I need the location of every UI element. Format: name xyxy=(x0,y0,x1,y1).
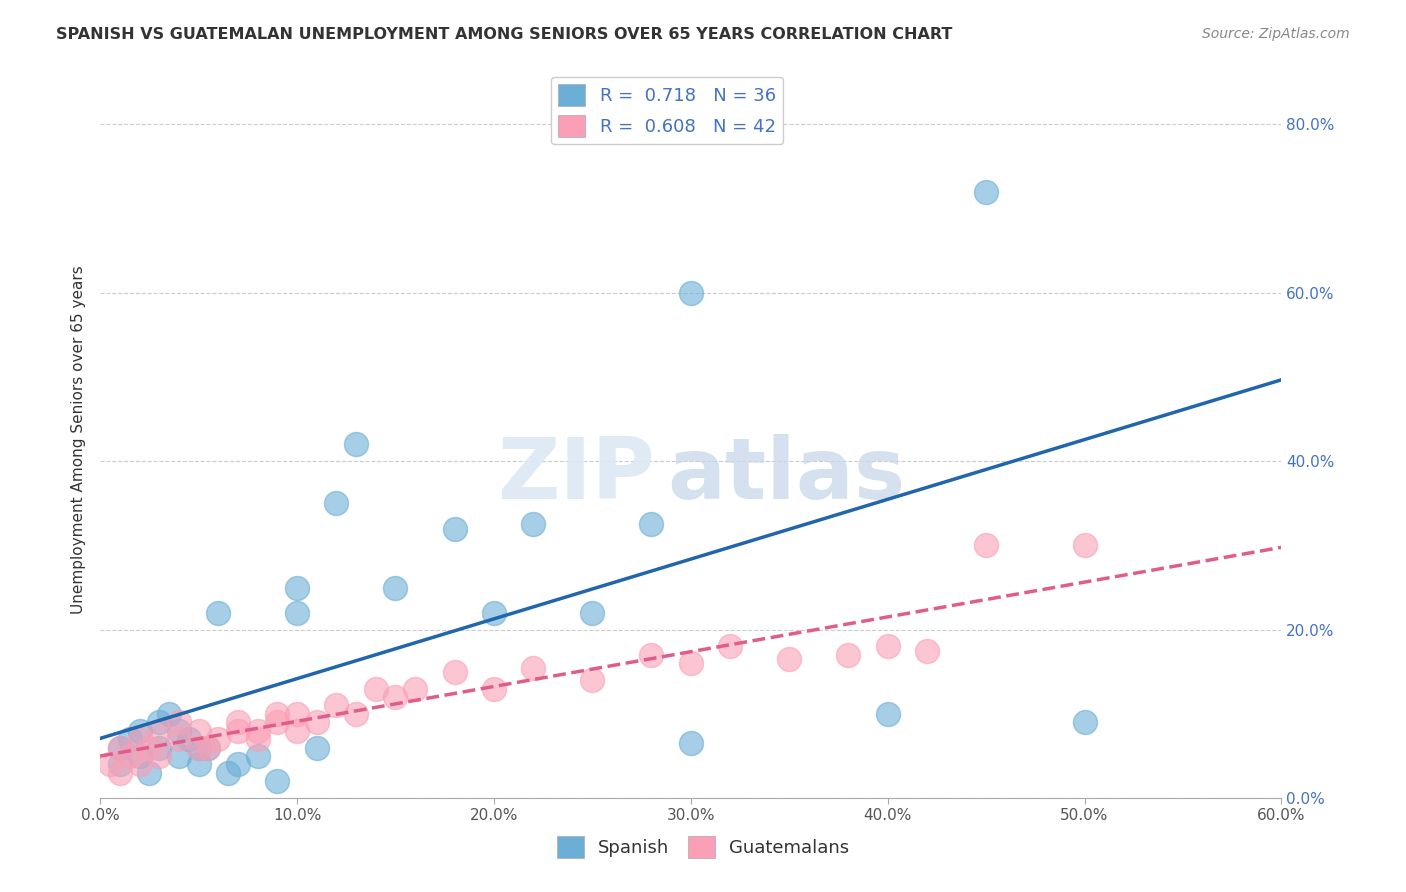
Legend: Spanish, Guatemalans: Spanish, Guatemalans xyxy=(550,829,856,865)
Point xyxy=(266,706,288,721)
Point xyxy=(915,643,938,657)
Point xyxy=(167,715,190,730)
Point xyxy=(364,681,387,696)
Point xyxy=(1073,538,1095,552)
Point xyxy=(108,740,131,755)
Point xyxy=(1073,715,1095,730)
Point xyxy=(640,648,662,662)
Point xyxy=(187,740,209,755)
Point xyxy=(974,185,997,199)
Point xyxy=(778,652,800,666)
Point xyxy=(581,606,603,620)
Point xyxy=(128,723,150,738)
Point xyxy=(285,706,308,721)
Point xyxy=(167,748,190,763)
Point xyxy=(266,715,288,730)
Text: SPANISH VS GUATEMALAN UNEMPLOYMENT AMONG SENIORS OVER 65 YEARS CORRELATION CHART: SPANISH VS GUATEMALAN UNEMPLOYMENT AMONG… xyxy=(56,27,953,42)
Point xyxy=(207,606,229,620)
Point xyxy=(187,757,209,772)
Point xyxy=(522,517,544,532)
Point xyxy=(167,732,190,747)
Point xyxy=(148,740,170,755)
Point xyxy=(404,681,426,696)
Point xyxy=(876,706,898,721)
Point xyxy=(157,706,180,721)
Point xyxy=(108,740,131,755)
Point xyxy=(384,581,406,595)
Point xyxy=(98,757,121,772)
Point xyxy=(679,736,702,750)
Point xyxy=(246,723,269,738)
Point xyxy=(325,496,347,510)
Point xyxy=(325,698,347,713)
Point xyxy=(187,740,209,755)
Point xyxy=(581,673,603,687)
Point xyxy=(443,665,465,679)
Point xyxy=(148,723,170,738)
Point xyxy=(344,437,367,451)
Point xyxy=(482,681,505,696)
Point xyxy=(177,732,200,747)
Point xyxy=(384,690,406,704)
Legend: R =  0.718   N = 36, R =  0.608   N = 42: R = 0.718 N = 36, R = 0.608 N = 42 xyxy=(551,77,783,145)
Point xyxy=(197,740,219,755)
Point xyxy=(305,715,328,730)
Point xyxy=(226,723,249,738)
Point xyxy=(443,522,465,536)
Point xyxy=(285,606,308,620)
Point xyxy=(344,706,367,721)
Point xyxy=(226,715,249,730)
Text: Source: ZipAtlas.com: Source: ZipAtlas.com xyxy=(1202,27,1350,41)
Point xyxy=(207,732,229,747)
Point xyxy=(128,748,150,763)
Point xyxy=(187,723,209,738)
Point xyxy=(138,765,160,780)
Point xyxy=(679,285,702,300)
Point xyxy=(974,538,997,552)
Point xyxy=(128,757,150,772)
Point xyxy=(148,748,170,763)
Point xyxy=(167,723,190,738)
Point xyxy=(118,732,141,747)
Point xyxy=(679,657,702,671)
Point xyxy=(285,581,308,595)
Point xyxy=(718,640,741,654)
Text: atlas: atlas xyxy=(666,434,905,517)
Point xyxy=(246,732,269,747)
Text: ZIP: ZIP xyxy=(498,434,655,517)
Point xyxy=(128,732,150,747)
Point xyxy=(876,640,898,654)
Point xyxy=(197,740,219,755)
Point xyxy=(226,757,249,772)
Point xyxy=(837,648,859,662)
Point xyxy=(640,517,662,532)
Point xyxy=(138,740,160,755)
Point xyxy=(305,740,328,755)
Point xyxy=(482,606,505,620)
Point xyxy=(522,660,544,674)
Point xyxy=(217,765,239,780)
Point xyxy=(148,715,170,730)
Point xyxy=(118,748,141,763)
Point xyxy=(285,723,308,738)
Y-axis label: Unemployment Among Seniors over 65 years: Unemployment Among Seniors over 65 years xyxy=(72,266,86,615)
Point xyxy=(266,774,288,789)
Point xyxy=(246,748,269,763)
Point xyxy=(108,757,131,772)
Point xyxy=(108,765,131,780)
